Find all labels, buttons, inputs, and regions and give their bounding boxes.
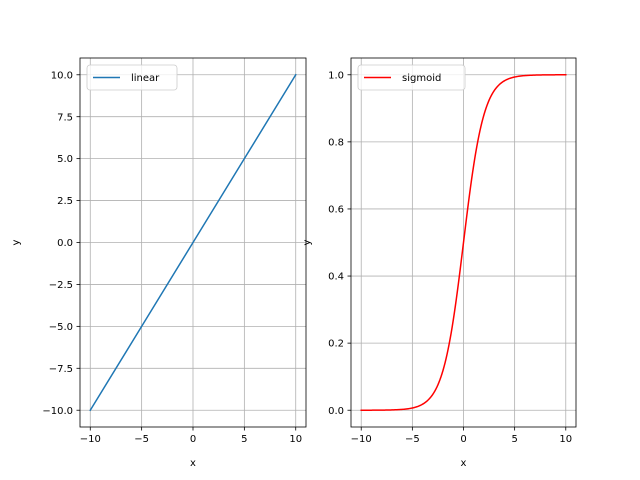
y-axis-label: y bbox=[302, 239, 313, 245]
x-tick-label: 0 bbox=[190, 434, 196, 445]
y-tick-label: 0.8 bbox=[328, 137, 344, 148]
x-tick-label: −5 bbox=[405, 434, 420, 445]
x-tick-label: 10 bbox=[289, 434, 302, 445]
y-axis-label: y bbox=[11, 239, 22, 245]
y-tick-label: 2.5 bbox=[57, 196, 73, 207]
y-tick-label: 0.2 bbox=[328, 339, 344, 350]
y-tick-label: 1.0 bbox=[328, 70, 344, 81]
subplot-1: −10 −5 0 5 10 −10.0 −7.5 −5.0 −2.5 0.0 2.5 5.0 7.5 10… bbox=[11, 57, 307, 469]
y-tick-label: 5.0 bbox=[57, 154, 73, 165]
series-line-linear bbox=[89, 73, 297, 412]
x-axis-label: x bbox=[190, 458, 196, 469]
legend: sigmoid bbox=[357, 64, 466, 91]
x-tick-label: 5 bbox=[241, 434, 247, 445]
series-line-sigmoid bbox=[360, 74, 567, 411]
x-tick-label: −10 bbox=[351, 434, 372, 445]
y-tick-label: 0.0 bbox=[57, 238, 73, 249]
y-tick-label: −10.0 bbox=[42, 406, 73, 417]
subplot-2: −10 −5 0 5 10 0.0 0.2 0.4 0.6 0.8 1.0 x y sigmoid bbox=[302, 57, 577, 469]
legend: linear bbox=[86, 64, 178, 91]
y-tick-label: 7.5 bbox=[57, 112, 73, 123]
x-tick-label: 10 bbox=[559, 434, 572, 445]
x-tick-label: 5 bbox=[511, 434, 517, 445]
y-tick-label: −2.5 bbox=[49, 280, 73, 291]
x-tick-label: −10 bbox=[80, 434, 101, 445]
y-tick-label: −5.0 bbox=[49, 322, 73, 333]
legend-label: linear bbox=[131, 73, 160, 84]
legend-box bbox=[86, 64, 178, 91]
x-tick-label: −5 bbox=[134, 434, 149, 445]
y-tick-label: −7.5 bbox=[49, 364, 73, 375]
x-tick-label: 0 bbox=[460, 434, 466, 445]
legend-label: sigmoid bbox=[402, 73, 441, 84]
y-tick-label: 0.6 bbox=[328, 205, 344, 216]
y-tick-label: 10.0 bbox=[51, 70, 73, 81]
y-tick-label: 0.4 bbox=[328, 272, 344, 283]
subplots: −10 −5 0 5 10 −10.0 −7.5 −5.0 −2.5 0.0 2.5 5.0 7.5 10… bbox=[11, 57, 577, 469]
x-axis-label: x bbox=[461, 458, 467, 469]
legend-box bbox=[357, 64, 466, 91]
y-tick-label: 0.0 bbox=[328, 406, 344, 417]
